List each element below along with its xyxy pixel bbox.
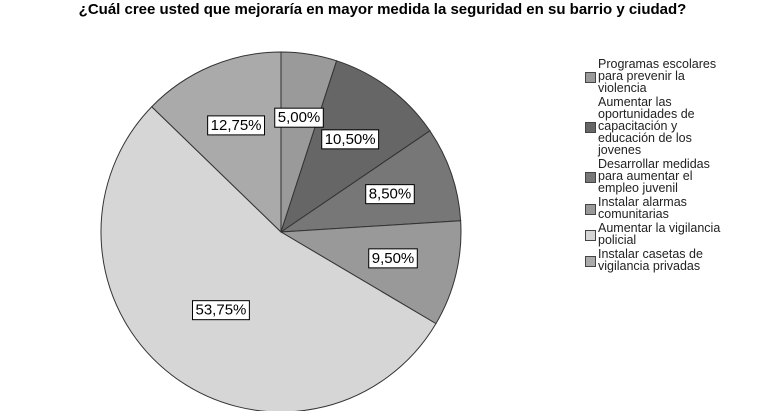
pie-slice <box>279 220 462 325</box>
legend-swatch <box>585 172 596 183</box>
data-label-box <box>274 107 324 128</box>
legend-swatch <box>585 204 596 215</box>
data-label: 53,75% <box>196 302 247 319</box>
legend-swatch <box>585 72 596 83</box>
pie-slice <box>279 130 462 233</box>
legend-label: Instalar casetas de vigilancia privadas <box>598 247 703 273</box>
legend-item: Aumentar la vigilancia policial <box>585 222 733 246</box>
data-label: 10,50% <box>325 131 376 148</box>
chart-title: ¿Cuál cree usted que mejoraría en mayor … <box>78 1 687 18</box>
legend-swatch <box>585 230 596 241</box>
pie-slice <box>100 106 437 411</box>
legend-item: Instalar alarmas comunitarias <box>585 196 733 220</box>
data-label: 5,00% <box>278 109 321 126</box>
data-label-box <box>192 300 250 321</box>
legend-item: Desarrollar medidas para aumentar el emp… <box>585 158 733 194</box>
pie-slice <box>151 51 282 234</box>
data-label-box <box>365 184 415 205</box>
legend-item: Aumentar las oportunidades de capacitaci… <box>585 96 733 156</box>
data-label-box <box>368 248 418 269</box>
legend-label: Instalar alarmas comunitarias <box>598 195 687 221</box>
legend-label: Programas escolares para prevenir la vio… <box>598 57 717 95</box>
data-label-box <box>321 129 380 150</box>
legend-label: Desarrollar medidas para aumentar el emp… <box>598 157 710 195</box>
data-label: 8,50% <box>369 186 412 203</box>
legend-label: Aumentar las oportunidades de capacitaci… <box>598 95 695 157</box>
legend-label: Aumentar la vigilancia policial <box>598 221 721 247</box>
data-label: 12,75% <box>211 117 262 134</box>
data-label-box <box>207 115 266 136</box>
data-label: 9,50% <box>372 250 415 267</box>
legend-item: Programas escolares para prevenir la vio… <box>585 58 733 94</box>
legend: Programas escolares para prevenir la vio… <box>585 58 760 274</box>
legend-swatch <box>585 256 596 267</box>
legend-swatch <box>585 122 596 133</box>
legend-item: Instalar casetas de vigilancia privadas <box>585 248 733 272</box>
